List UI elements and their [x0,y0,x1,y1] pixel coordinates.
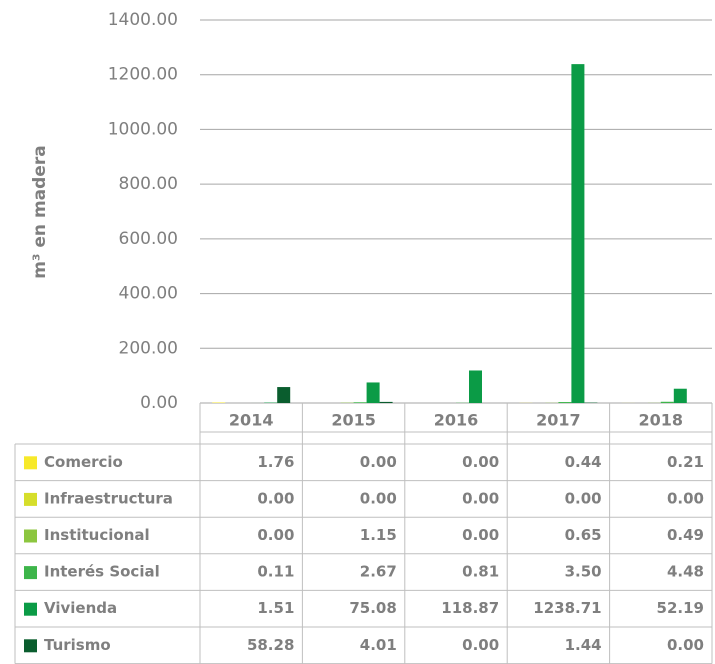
legend-label: Infraestructura [44,489,173,507]
legend-swatch [24,602,37,616]
bar [353,402,367,403]
table-cell: 3.50 [565,563,602,581]
y-tick-label: 400.00 [119,284,178,304]
table-cell: 0.49 [667,526,704,544]
legend-swatch [24,529,37,543]
table-cell: 1.15 [360,526,397,544]
y-axis-label: m³ en madera [30,145,50,278]
bar [660,401,674,403]
table-cell: 0.00 [360,453,397,471]
bar [366,382,380,403]
x-tick-label: 2017 [536,411,581,430]
y-tick-label: 1000.00 [108,119,178,139]
legend-swatch [24,639,37,653]
y-tick-label: 1200.00 [108,65,178,85]
x-tick-label: 2014 [229,411,274,430]
table-cell: 0.65 [565,526,602,544]
table-cell: 1238.71 [533,599,601,617]
x-tick-label: 2015 [331,411,376,430]
legend-label: Interés Social [44,563,160,581]
table-cell: 0.00 [462,453,499,471]
table-cell: 0.00 [257,489,294,507]
x-tick-label: 2018 [639,411,684,430]
legend-label: Comercio [44,453,123,471]
bar [379,401,393,403]
legend-swatch [24,566,37,580]
y-tick-label: 1400.00 [108,10,178,30]
table-cell: 2.67 [360,563,397,581]
x-tick-label: 2016 [434,411,479,430]
bar [469,370,482,403]
y-tick-label: 200.00 [119,338,178,358]
bar [673,388,687,403]
legend-swatch [24,456,37,470]
legend-swatch [24,492,37,506]
table-cell: 1.44 [565,636,602,654]
table-cell: 0.00 [462,636,499,654]
table-cell: 0.00 [667,636,704,654]
table-cell: 0.00 [462,489,499,507]
bar [277,387,291,403]
bar [571,64,585,404]
table-cell: 4.48 [667,563,704,581]
legend-label: Vivienda [44,599,117,617]
table-cell: 58.28 [247,636,294,654]
table-cell: 118.87 [441,599,499,617]
table-cell: 52.19 [657,599,704,617]
legend-label: Turismo [44,636,111,654]
table-cell: 0.00 [462,526,499,544]
table-cell: 0.81 [462,563,499,581]
y-tick-label: 0.00 [140,393,178,413]
table-cell: 0.44 [565,453,602,471]
table-cell: 75.08 [349,599,396,617]
table-cell: 0.00 [360,489,397,507]
table-cell: 1.76 [257,453,294,471]
y-tick-label: 800.00 [119,174,178,194]
table-cell: 1.51 [257,599,294,617]
table-cell: 0.21 [667,453,704,471]
table-cell: 0.00 [667,489,704,507]
y-tick-label: 600.00 [119,229,178,249]
legend-label: Institucional [44,526,150,544]
bar [558,402,572,403]
table-cell: 4.01 [360,636,397,654]
table-cell: 0.00 [257,526,294,544]
table-cell: 0.00 [565,489,602,507]
table-cell: 0.11 [257,563,294,581]
